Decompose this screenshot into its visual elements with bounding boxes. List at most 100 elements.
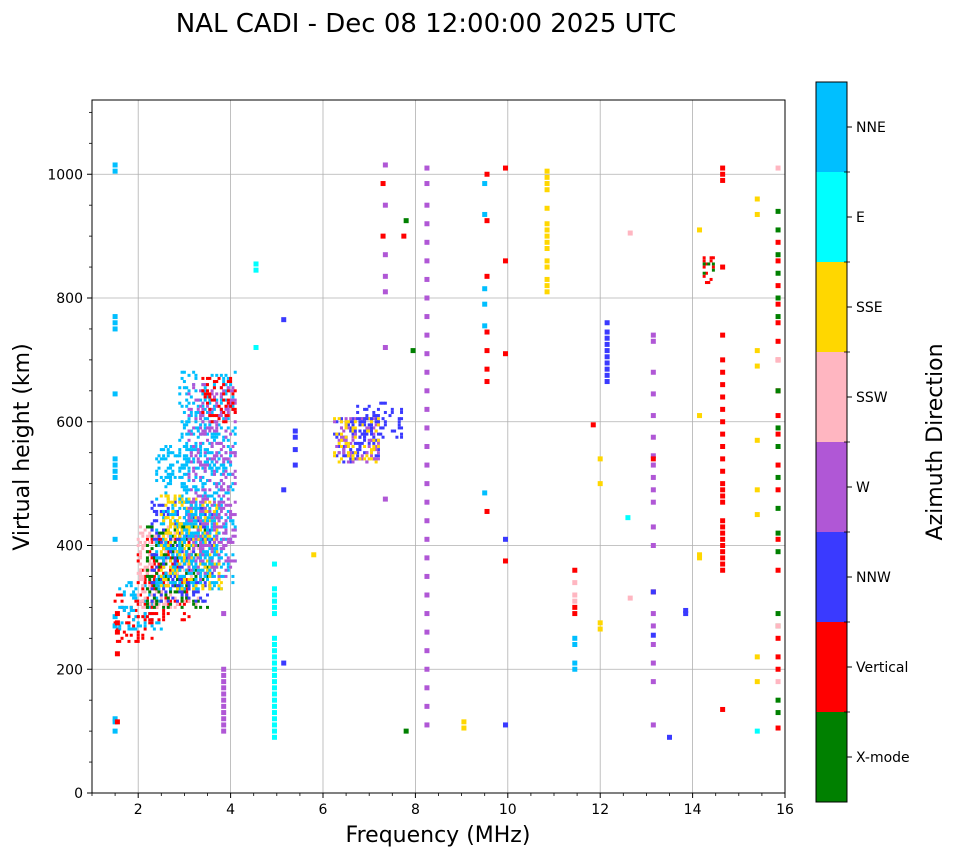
echo-point [224,525,228,529]
echo-point [192,559,196,563]
echo-point [217,574,221,578]
echo-point [178,401,182,405]
echo-point [203,395,207,399]
echo-point [397,423,401,427]
echo-point [159,556,163,560]
echo-point [360,420,364,424]
echo-point [194,540,198,544]
echo-point [201,547,205,551]
echo-point [231,404,235,408]
echo-point [208,429,212,433]
echo-point [150,506,154,510]
echo-point [424,573,430,579]
echo-point [118,624,122,628]
echo-point [173,556,177,560]
echo-point [150,602,154,606]
echo-point [187,420,191,424]
echo-point [215,469,219,473]
echo-point [702,274,706,278]
echo-point [709,256,713,260]
echo-point [152,519,156,523]
echo-point [424,181,430,187]
echo-point [424,239,430,245]
echo-point [212,500,216,504]
echo-point [351,426,355,430]
echo-point [141,633,145,637]
echo-point [185,460,189,464]
echo-point [199,475,203,479]
echo-point [194,373,198,377]
echo-point [215,581,219,585]
echo-point [231,519,235,523]
echo-point [208,584,212,588]
echo-point [271,654,277,660]
echo-point [132,627,136,631]
echo-point [155,479,159,483]
echo-point [132,596,136,600]
echo-point [187,432,191,436]
echo-point [182,380,186,384]
echo-point [155,534,159,538]
echo-point [342,429,346,433]
echo-point [720,264,726,270]
echo-point [178,506,182,510]
echo-point [148,568,152,572]
echo-point [376,448,380,452]
echo-point [194,574,198,578]
echo-point [356,417,360,421]
echo-point [162,544,166,547]
echo-point [194,454,198,458]
echo-point [185,593,189,597]
echo-point [173,513,177,517]
echo-point [208,562,212,566]
echo-point [344,438,348,442]
echo-point [203,509,207,513]
echo-point [206,534,209,538]
echo-point [292,447,298,453]
echo-point [358,445,362,448]
echo-point [339,426,343,430]
echo-point [208,398,212,402]
echo-point [152,596,156,600]
echo-point [346,445,350,448]
echo-point [192,540,196,544]
echo-point [150,547,154,551]
echo-point [208,565,212,569]
echo-point [162,605,166,609]
echo-point [118,593,122,597]
echo-point [206,417,209,421]
echo-point [597,620,603,626]
echo-point [372,445,376,448]
echo-point [281,317,287,323]
echo-point [189,451,193,455]
echo-point [403,218,409,224]
echo-point [224,373,228,377]
echo-point [189,578,193,582]
echo-point [180,475,184,479]
echo-point [194,534,198,538]
echo-point [351,417,355,421]
echo-point [166,513,170,517]
echo-point [311,552,317,558]
echo-point [650,632,656,638]
colorbar-tick-label: X-mode [856,750,910,766]
echo-point [208,410,212,414]
echo-point [206,448,209,452]
echo-point [212,482,216,486]
echo-point [164,559,168,563]
echo-point [400,410,404,414]
echo-point [604,341,610,347]
echo-point [401,233,407,239]
echo-point [363,432,367,436]
echo-point [143,618,147,622]
echo-point [143,627,147,631]
echo-point [199,578,203,582]
echo-point [145,525,149,529]
echo-point [175,584,179,588]
echo-point [166,506,170,510]
echo-point [376,438,380,442]
echo-point [173,509,177,513]
echo-point [155,587,159,591]
echo-point [201,537,205,541]
echo-point [702,271,706,275]
